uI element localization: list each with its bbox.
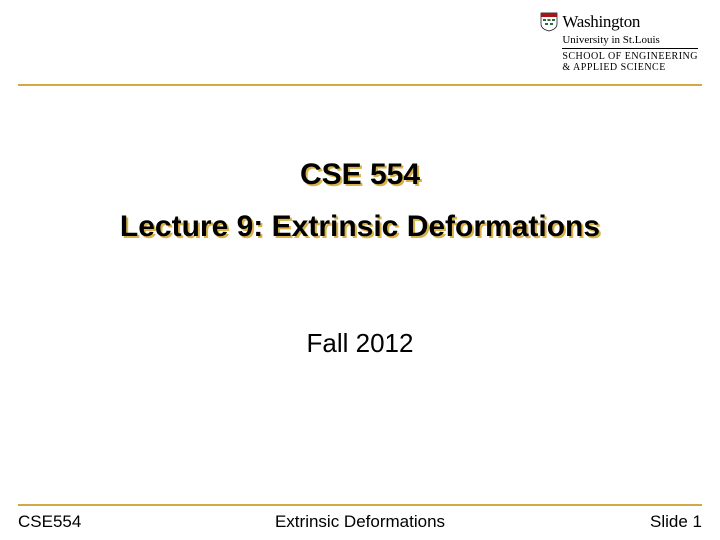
footer-right: Slide 1 (650, 512, 702, 532)
footer: CSE554 Extrinsic Deformations Slide 1 (18, 512, 702, 532)
shield-icon (540, 12, 558, 32)
footer-left: CSE554 (18, 512, 81, 532)
top-divider (18, 84, 702, 86)
course-title: CSE 554 (0, 158, 720, 192)
title-block: CSE 554 Lecture 9: Extrinsic Deformation… (0, 158, 720, 244)
logo-school-line1: SCHOOL OF ENGINEERING (562, 51, 698, 62)
term-text: Fall 2012 (0, 328, 720, 359)
university-logo: Washington University in St.Louis SCHOOL… (540, 12, 698, 73)
bottom-divider (18, 504, 702, 506)
logo-school-line2: & APPLIED SCIENCE (562, 62, 698, 73)
logo-university-text: University in St.Louis (562, 34, 698, 49)
term-block: Fall 2012 (0, 328, 720, 359)
header: Washington University in St.Louis SCHOOL… (0, 0, 720, 90)
lecture-title: Lecture 9: Extrinsic Deformations (0, 210, 720, 244)
logo-top-row: Washington (540, 12, 698, 32)
logo-washington-text: Washington (562, 13, 640, 32)
footer-center: Extrinsic Deformations (275, 512, 445, 532)
